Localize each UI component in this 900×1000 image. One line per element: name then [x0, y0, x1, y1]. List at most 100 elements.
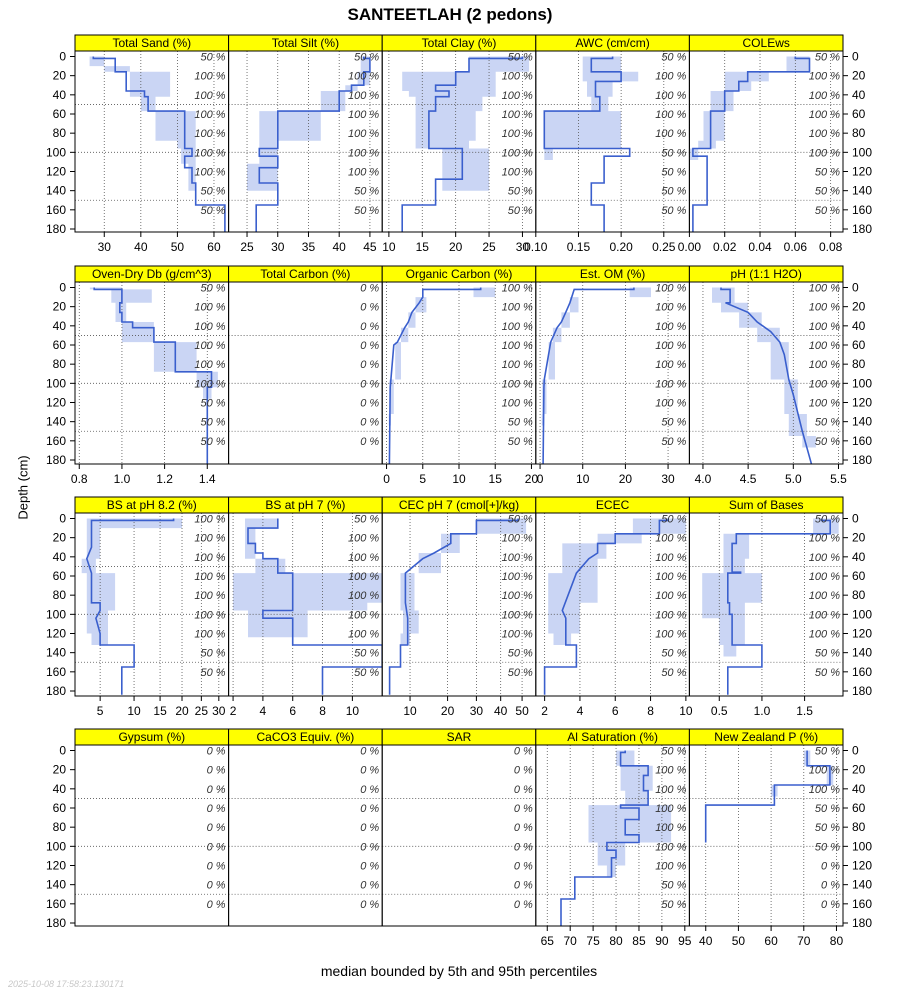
data-percent-label: 100 % [655, 109, 686, 121]
data-percent-label: 100 % [502, 609, 533, 621]
x-tick-label: 2 [541, 704, 548, 718]
x-tick-label: 30 [470, 704, 484, 718]
x-tick-label: 2 [230, 704, 237, 718]
panel-plot-area: 0 % 0 % 0 % 0 % 0 % 0 % 0 % 0 % 0 % [75, 746, 229, 911]
panel-18: Al Saturation (%)50 %100 %100 %100 %100 … [535, 728, 692, 948]
percentile-band [388, 287, 496, 426]
data-percent-label: 50 % [354, 52, 379, 64]
x-tick-label: 25 [240, 240, 254, 254]
x-tick-label: 45 [363, 240, 377, 254]
panel-3: AWC (cm/cm)50 %100 %100 %100 %100 %50 %5… [524, 34, 690, 254]
depth-tick-label: 0 [852, 744, 859, 758]
x-tick-label: 70 [564, 934, 578, 948]
panel-plot-area: 50 % 100 % 100 % 100 % 100 % 50 % 50 % 50 % 50 % [535, 51, 690, 232]
depth-tick-label: 60 [53, 801, 67, 815]
x-tick-label: 60 [207, 240, 221, 254]
panel-plot-area: 100 % 100 % 100 % 100 % 100 % 100 % 100 % 50 % 5… [382, 282, 536, 464]
x-tick-label: 40 [699, 934, 713, 948]
depth-tick-label: 80 [53, 357, 67, 371]
x-tick-label: 0.15 [567, 240, 591, 254]
data-percent-label: 0 % [360, 841, 379, 853]
data-percent-label: 100 % [655, 571, 686, 583]
panel-strip-label: Total Sand (%) [112, 36, 191, 50]
depth-tick-label: 180 [852, 916, 872, 930]
panel-plot-area: 0 % 0 % 0 % 0 % 0 % 0 % 0 % 0 % 0 % [228, 746, 383, 911]
data-percent-label: 50 % [201, 397, 226, 409]
data-percent-label: 50 % [201, 186, 226, 198]
panel-frame [688, 281, 844, 465]
x-tick-label: 65 [541, 934, 555, 948]
panel-1: Total Silt (%) 50 % 100 % 100 % 100 % 100 % 10… [228, 34, 383, 254]
depth-tick-label: 160 [852, 897, 872, 911]
panel-strip-label: Oven-Dry Db (g/cm^3) [92, 267, 212, 281]
data-percent-label: 100 % [655, 302, 686, 314]
data-percent-label: 100 % [502, 590, 533, 602]
data-percent-label: 50 % [815, 841, 840, 853]
data-percent-label: 100 % [502, 128, 533, 140]
data-percent-label: 100 % [502, 552, 533, 564]
panel-plot-area: 50 % 100 % 100 % 100 % 100 % 100 % 100 % 50 % 50… [75, 51, 229, 232]
depth-tick-label: 120 [46, 858, 66, 872]
depth-tick-label: 160 [852, 665, 872, 679]
median-line [704, 750, 831, 843]
data-percent-label: 0 % [360, 746, 379, 758]
percentile-band [400, 518, 527, 645]
depth-tick-label: 100 [852, 145, 872, 159]
depth-tick-label: 120 [852, 164, 872, 178]
data-percent-label: 100 % [348, 552, 379, 564]
percentile-band [771, 750, 834, 797]
depth-tick-label: 80 [53, 588, 67, 602]
data-percent-label: 100 % [809, 765, 840, 777]
data-percent-label: 100 % [194, 571, 225, 583]
depth-tick-label: 80 [852, 126, 866, 140]
data-percent-label: 0 % [360, 899, 379, 911]
data-percent-label: 100 % [655, 765, 686, 777]
x-tick-label: 8 [319, 704, 326, 718]
data-percent-label: 100 % [809, 397, 840, 409]
panel-plot-area: 50 % 100 % 100 % 100 % 100 % 100 % 50 % 50 % 50 … [689, 51, 843, 232]
data-percent-label: 50 % [201, 417, 226, 429]
data-percent-label: 50 % [815, 667, 840, 679]
data-percent-label: 50 % [815, 417, 840, 429]
x-tick-label: 15 [153, 704, 167, 718]
data-percent-label: 100 % [655, 397, 686, 409]
data-percent-label: 100 % [348, 609, 379, 621]
median-line [93, 287, 213, 464]
depth-tick-label: 160 [46, 665, 66, 679]
data-percent-label: 100 % [194, 533, 225, 545]
data-percent-label: 50 % [354, 648, 379, 660]
x-tick-label: 10 [403, 704, 417, 718]
data-percent-label: 50 % [508, 514, 533, 526]
x-tick-label: 1.0 [754, 704, 771, 718]
data-percent-label: 100 % [502, 147, 533, 159]
panel-plot-area: 50 % 100 % 100 % 100 % 100 % 100 % 100 % 50 % 50… [228, 51, 383, 232]
panel-19: New Zealand P (%)50 %100 %100 %50 %50 %5… [688, 728, 872, 948]
data-percent-label: 100 % [194, 321, 225, 333]
data-percent-label: 0 % [514, 784, 533, 796]
data-percent-label: 100 % [348, 628, 379, 640]
percentile-band [233, 518, 383, 638]
x-tick-label: 30 [271, 240, 285, 254]
panel-8: Est. OM (%)100 %100 %100 %100 %100 %100 … [535, 265, 690, 486]
median-line [388, 287, 482, 464]
panel-strip-label: New Zealand P (%) [714, 730, 818, 744]
depth-tick-label: 20 [852, 531, 866, 545]
data-percent-label: 50 % [661, 205, 686, 217]
median-line [543, 518, 670, 695]
panel-7: Organic Carbon (%)100 %100 %100 %100 %10… [381, 265, 538, 486]
data-percent-label: 50 % [661, 52, 686, 64]
percentile-band [541, 287, 651, 426]
data-percent-label: 0 % [360, 321, 379, 333]
data-percent-label: 0 % [207, 899, 226, 911]
x-tick-label: 20 [175, 704, 189, 718]
x-tick-label: 10 [346, 704, 360, 718]
x-tick-label: 5.0 [785, 472, 802, 486]
depth-tick-label: 100 [46, 607, 66, 621]
data-percent-label: 50 % [201, 648, 226, 660]
x-tick-label: 8 [647, 704, 654, 718]
x-tick-label: 50 [732, 934, 746, 948]
data-percent-label: 100 % [502, 533, 533, 545]
percentile-band [89, 56, 196, 191]
